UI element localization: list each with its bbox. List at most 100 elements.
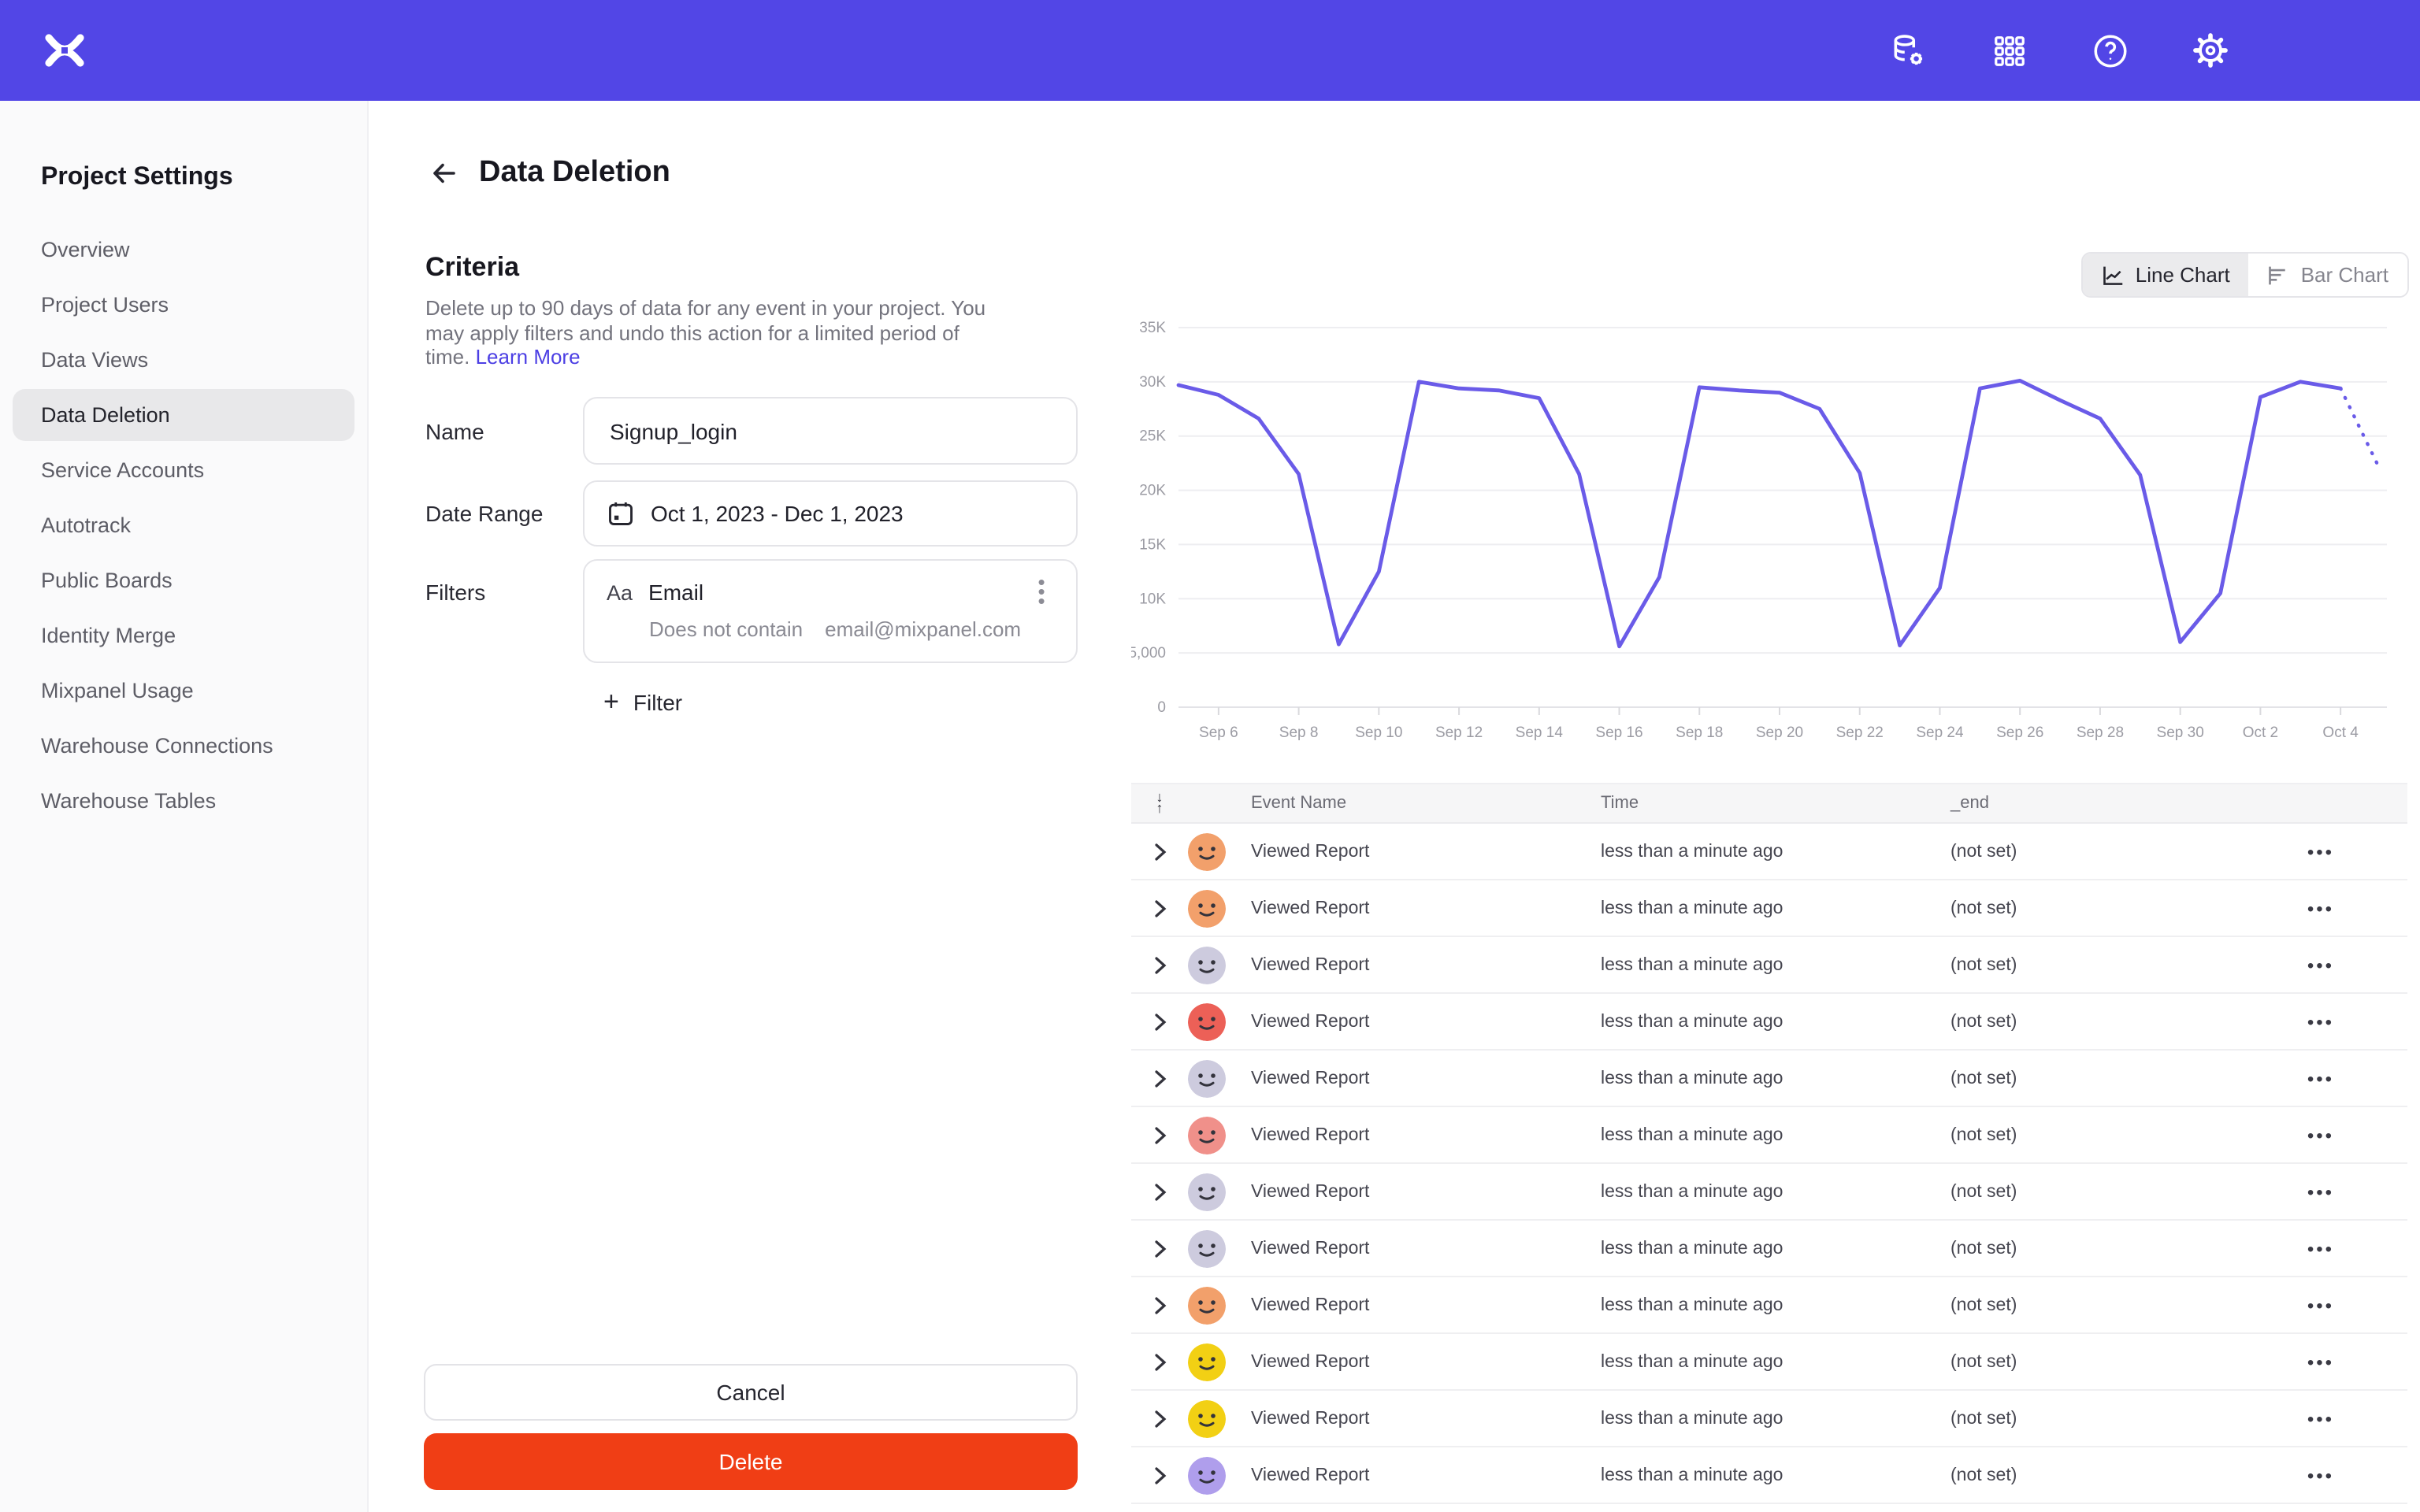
filter-operator[interactable]: Does not contain (649, 617, 804, 641)
svg-text:Sep 12: Sep 12 (1435, 724, 1483, 741)
row-expand-chevron-icon[interactable] (1131, 1182, 1188, 1201)
filter-kebab-menu-icon[interactable]: • • • (1037, 570, 1045, 613)
line-chart-toggle-label: Line Chart (2135, 263, 2230, 287)
row-menu-icon[interactable]: ••• (2307, 954, 2335, 976)
add-filter-button[interactable]: + Filter (603, 688, 682, 715)
date-range-label: Date Range (425, 501, 544, 526)
sort-icon[interactable]: ↓ ↑ (1156, 789, 1164, 816)
avatar (1188, 1343, 1226, 1380)
delete-button[interactable]: Delete (424, 1433, 1078, 1490)
svg-text:5,000: 5,000 (1131, 645, 1166, 662)
events-table: ↓ ↑ Event Name Time _end Viewed Report le… (1131, 783, 2407, 1512)
table-row: Viewed Report less than a minute ago (no… (1131, 1504, 2407, 1512)
row-time: less than a minute ago (1601, 899, 1783, 917)
back-arrow-icon[interactable] (425, 154, 463, 192)
row-avatar-cell (1188, 889, 1251, 927)
row-avatar-cell (1188, 1343, 1251, 1380)
table-row: Viewed Report less than a minute ago (no… (1131, 994, 2407, 1051)
line-chart: 35K 30K 25K 20K 15K 10K 5,000 0 Sep 6 Sep 8 Sep 10… (1128, 320, 2387, 741)
learn-more-link[interactable]: Learn More (475, 345, 581, 369)
sidebar-item-identity-merge[interactable]: Identity Merge (41, 624, 176, 647)
row-menu-icon[interactable]: ••• (2307, 1180, 2335, 1203)
row-end: (not set) (1950, 955, 2017, 974)
row-menu-cell: ••• (2234, 840, 2407, 862)
row-end: (not set) (1950, 842, 2017, 861)
sidebar-item-project-users[interactable]: Project Users (41, 293, 169, 317)
row-menu-cell: ••• (2234, 1294, 2407, 1316)
row-menu-icon[interactable]: ••• (2307, 1237, 2335, 1259)
row-expand-chevron-icon[interactable] (1131, 1466, 1188, 1484)
table-row: Viewed Report less than a minute ago (no… (1131, 1391, 2407, 1447)
avatar (1188, 946, 1226, 984)
row-time: less than a minute ago (1601, 1352, 1783, 1371)
sidebar-item-overview[interactable]: Overview (41, 238, 130, 261)
line-chart-toggle[interactable]: Line Chart (2083, 254, 2249, 296)
sidebar-nav: Overview Project Users Data Views Data Dele… (0, 224, 367, 827)
svg-text:Sep 26: Sep 26 (1996, 724, 2043, 741)
row-expand-chevron-icon[interactable] (1131, 1012, 1188, 1031)
row-expand-chevron-icon[interactable] (1131, 955, 1188, 974)
row-end: (not set) (1950, 1069, 2017, 1088)
row-expand-chevron-icon[interactable] (1131, 1125, 1188, 1144)
row-event-name: Viewed Report (1251, 1352, 1370, 1371)
sidebar-item-autotrack[interactable]: Autotrack (41, 513, 132, 537)
sidebar-item-data-views[interactable]: Data Views (41, 348, 149, 372)
criteria-heading: Criteria (425, 252, 520, 282)
data-pipeline-icon[interactable] (1887, 30, 1928, 71)
row-expand-chevron-icon[interactable] (1131, 899, 1188, 917)
row-menu-cell: ••• (2234, 1180, 2407, 1203)
sidebar-item-warehouse-connections[interactable]: Warehouse Connections (41, 734, 273, 758)
row-expand-chevron-icon[interactable] (1131, 1352, 1188, 1371)
svg-text:10K: 10K (1139, 591, 1166, 607)
criteria-description: Delete up to 90 days of data for any eve… (425, 296, 999, 369)
row-expand-chevron-icon[interactable] (1131, 1239, 1188, 1258)
row-menu-icon[interactable]: ••• (2307, 840, 2335, 862)
row-end: (not set) (1950, 899, 2017, 917)
row-menu-icon[interactable]: ••• (2307, 1351, 2335, 1373)
row-menu-icon[interactable]: ••• (2307, 1407, 2335, 1429)
filter-value[interactable]: email@mixpanel.com (825, 617, 1022, 641)
row-end: (not set) (1950, 1295, 2017, 1314)
row-end: (not set) (1950, 1409, 2017, 1428)
sidebar-item-data-deletion[interactable]: Data Deletion (13, 389, 354, 441)
row-menu-cell: ••• (2234, 897, 2407, 919)
row-menu-icon[interactable]: ••• (2307, 1067, 2335, 1089)
avatar (1188, 1116, 1226, 1154)
row-menu-icon[interactable]: ••• (2307, 1464, 2335, 1486)
sidebar-item-public-boards[interactable]: Public Boards (41, 569, 173, 592)
sidebar-item-mixpanel-usage[interactable]: Mixpanel Usage (41, 679, 194, 702)
row-menu-icon[interactable]: ••• (2307, 897, 2335, 919)
row-avatar-cell (1188, 1229, 1251, 1267)
table-row: Viewed Report less than a minute ago (no… (1131, 880, 2407, 937)
row-event-name: Viewed Report (1251, 1466, 1370, 1484)
row-menu-icon[interactable]: ••• (2307, 1124, 2335, 1146)
date-range-input[interactable]: Oct 1, 2023 - Dec 1, 2023 (583, 480, 1078, 547)
mixpanel-logo[interactable] (41, 27, 88, 74)
avatar (1188, 1456, 1226, 1494)
row-menu-icon[interactable]: ••• (2307, 1294, 2335, 1316)
help-icon[interactable] (2089, 30, 2130, 71)
row-menu-icon[interactable]: ••• (2307, 1010, 2335, 1032)
column-header-time[interactable]: Time (1601, 794, 1639, 813)
row-expand-chevron-icon[interactable] (1131, 1409, 1188, 1428)
svg-text:Sep 18: Sep 18 (1676, 724, 1723, 741)
filter-card[interactable]: Aa Email • • • Does not contain email@mixp… (583, 559, 1078, 663)
name-input[interactable] (583, 397, 1078, 465)
apps-grid-icon[interactable] (1988, 30, 2029, 71)
column-header-end[interactable]: _end (1950, 794, 1989, 813)
settings-gear-icon[interactable] (2190, 30, 2231, 71)
row-event-name: Viewed Report (1251, 1239, 1370, 1258)
row-expand-chevron-icon[interactable] (1131, 1069, 1188, 1088)
row-expand-chevron-icon[interactable] (1131, 1295, 1188, 1314)
bar-chart-toggle[interactable]: Bar Chart (2248, 254, 2407, 296)
row-time: less than a minute ago (1601, 1466, 1783, 1484)
cancel-button[interactable]: Cancel (424, 1364, 1078, 1421)
sidebar-item-service-accounts[interactable]: Service Accounts (41, 458, 205, 482)
row-avatar-cell (1188, 1286, 1251, 1324)
column-header-event-name[interactable]: Event Name (1251, 794, 1347, 813)
svg-text:15K: 15K (1139, 536, 1166, 553)
svg-text:Sep 24: Sep 24 (1916, 724, 1964, 741)
row-menu-cell: ••• (2234, 1351, 2407, 1373)
sidebar-item-warehouse-tables[interactable]: Warehouse Tables (41, 789, 217, 813)
row-expand-chevron-icon[interactable] (1131, 842, 1188, 861)
